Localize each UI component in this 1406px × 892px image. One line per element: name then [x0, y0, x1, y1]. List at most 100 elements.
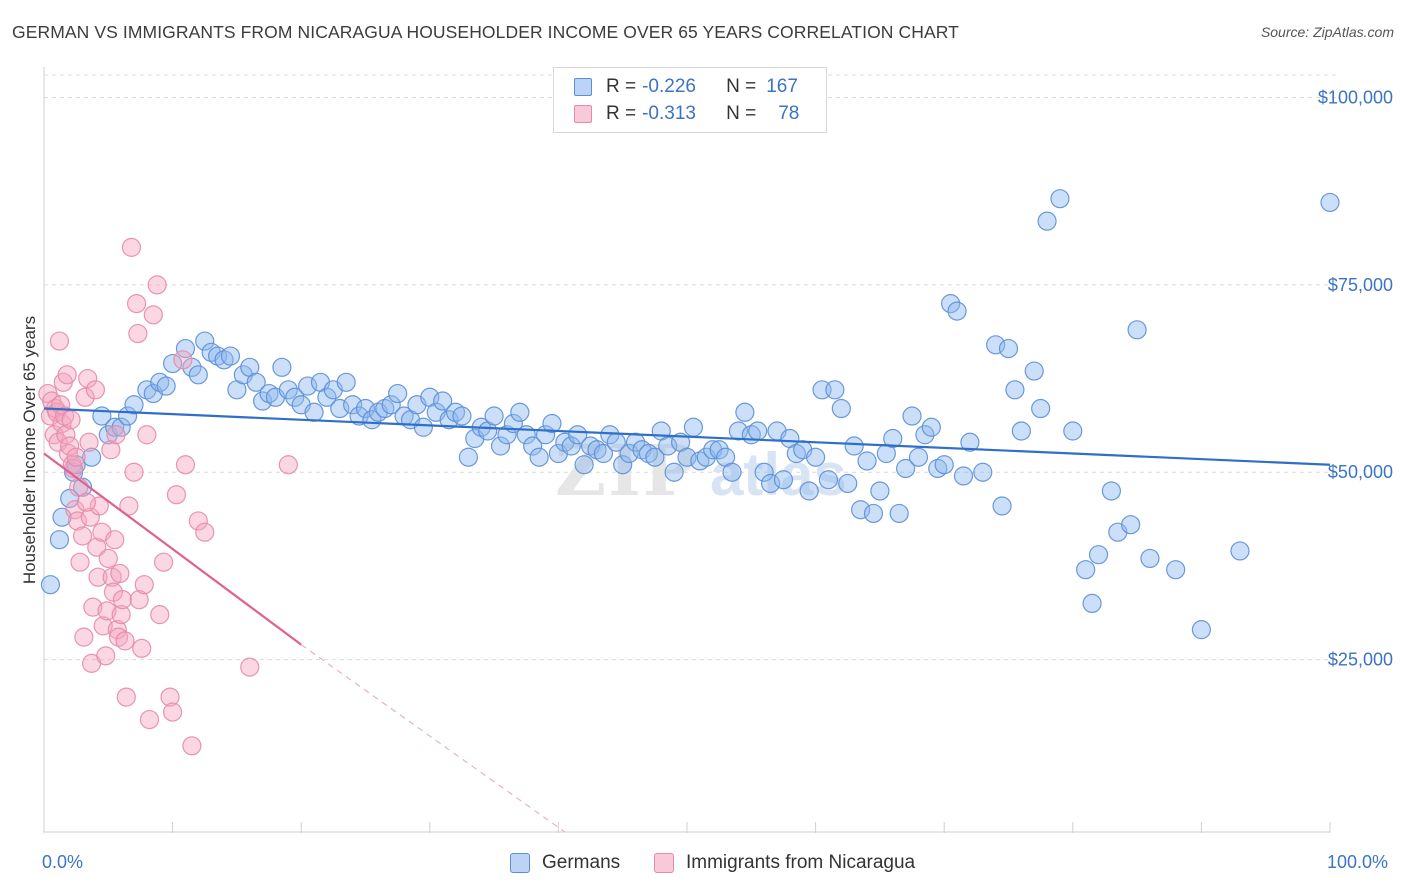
point-germans	[863, 503, 884, 524]
point-germans	[941, 293, 961, 314]
legend-row-germans: R = -0.226 N = 167	[574, 75, 798, 99]
point-germans	[529, 447, 549, 467]
series-swatch-nicaragua	[654, 853, 674, 873]
point-nicaragua	[112, 590, 133, 610]
point-nicaragua	[83, 597, 103, 617]
point-germans	[523, 436, 543, 456]
point-germans	[484, 406, 504, 426]
point-germans	[298, 376, 318, 396]
series-swatch-germans	[510, 853, 530, 873]
point-germans	[1101, 481, 1121, 501]
point-nicaragua	[56, 425, 76, 445]
legend-r-value: -0.313	[642, 103, 696, 124]
point-nicaragua	[119, 496, 139, 516]
point-germans	[175, 338, 196, 359]
y-tick-label: $25,000	[1328, 650, 1393, 670]
point-germans	[986, 335, 1006, 355]
point-nicaragua	[153, 552, 174, 572]
point-germans	[40, 575, 61, 595]
point-germans	[831, 398, 851, 419]
point-nicaragua	[76, 492, 97, 512]
point-germans	[1121, 515, 1141, 535]
point-germans	[1076, 560, 1096, 580]
point-germans	[760, 473, 781, 494]
point-germans	[304, 402, 324, 422]
trend-line-germans	[43, 407, 1331, 466]
point-nicaragua	[128, 323, 148, 344]
legend-r-label: R =	[606, 76, 637, 97]
point-germans	[497, 425, 517, 445]
point-germans	[1037, 211, 1057, 231]
point-nicaragua	[278, 455, 298, 475]
point-nicaragua	[147, 275, 167, 295]
point-germans	[619, 443, 639, 464]
point-germans	[664, 462, 684, 482]
point-germans	[253, 391, 273, 411]
point-germans	[458, 447, 478, 467]
point-germans	[272, 357, 292, 377]
legend-swatch-germans	[574, 78, 592, 96]
point-nicaragua	[61, 410, 81, 430]
point-nicaragua	[106, 425, 126, 445]
point-germans	[683, 417, 704, 437]
point-germans	[1063, 421, 1083, 441]
point-nicaragua	[116, 687, 136, 707]
legend-n-value: 78	[778, 103, 800, 124]
point-nicaragua	[126, 293, 147, 314]
point-germans	[934, 455, 954, 475]
point-nicaragua	[101, 440, 121, 460]
series-legend: Germans Immigrants from Nicaragua	[0, 852, 1406, 876]
point-nicaragua	[134, 575, 154, 595]
point-germans	[825, 380, 845, 400]
point-germans	[220, 346, 241, 366]
point-germans	[156, 376, 176, 396]
point-germans	[1088, 545, 1109, 565]
point-germans	[947, 301, 967, 321]
point-nicaragua	[89, 496, 109, 516]
point-germans	[857, 451, 877, 471]
point-germans	[124, 395, 144, 415]
point-germans	[844, 436, 864, 456]
point-germans	[1011, 421, 1031, 441]
x-tick-max: 100.0%	[1327, 852, 1389, 872]
point-nicaragua	[188, 511, 208, 531]
point-germans	[81, 447, 102, 467]
y-tick-label: $100,000	[1318, 87, 1393, 107]
point-germans	[542, 413, 562, 434]
point-germans	[973, 462, 993, 482]
point-germans	[896, 458, 916, 479]
point-germans	[722, 462, 742, 482]
point-nicaragua	[107, 620, 127, 640]
point-nicaragua	[79, 432, 99, 452]
point-germans	[908, 447, 929, 467]
point-germans	[838, 473, 858, 494]
point-germans	[748, 421, 768, 441]
point-nicaragua	[98, 548, 118, 569]
legend-swatch-nicaragua	[574, 105, 592, 123]
legend-n-label: N =	[726, 103, 757, 124]
point-germans	[1024, 361, 1044, 381]
point-nicaragua	[70, 552, 90, 572]
point-germans	[728, 421, 749, 441]
y-tick-labels: $100,000 $75,000 $50,000 $25,000	[1318, 87, 1393, 669]
series-legend-nicaragua: Immigrants from Nicaragua	[654, 852, 915, 874]
point-germans	[870, 481, 890, 501]
point-germans	[625, 432, 646, 452]
point-germans	[336, 372, 356, 392]
source-credit: Source: ZipAtlas.com	[1260, 24, 1394, 40]
point-germans	[1140, 548, 1160, 569]
point-nicaragua	[143, 305, 163, 325]
point-nicaragua	[49, 331, 70, 351]
legend-n-label: N =	[726, 76, 757, 97]
point-germans	[561, 436, 581, 456]
point-nicaragua	[88, 567, 108, 587]
point-nicaragua	[74, 627, 94, 647]
point-nicaragua	[60, 436, 80, 456]
point-nicaragua	[160, 687, 180, 707]
x-axis	[43, 67, 1331, 833]
point-germans	[883, 428, 903, 449]
point-germans	[998, 338, 1019, 359]
point-germans	[600, 425, 620, 445]
point-germans	[105, 417, 125, 437]
